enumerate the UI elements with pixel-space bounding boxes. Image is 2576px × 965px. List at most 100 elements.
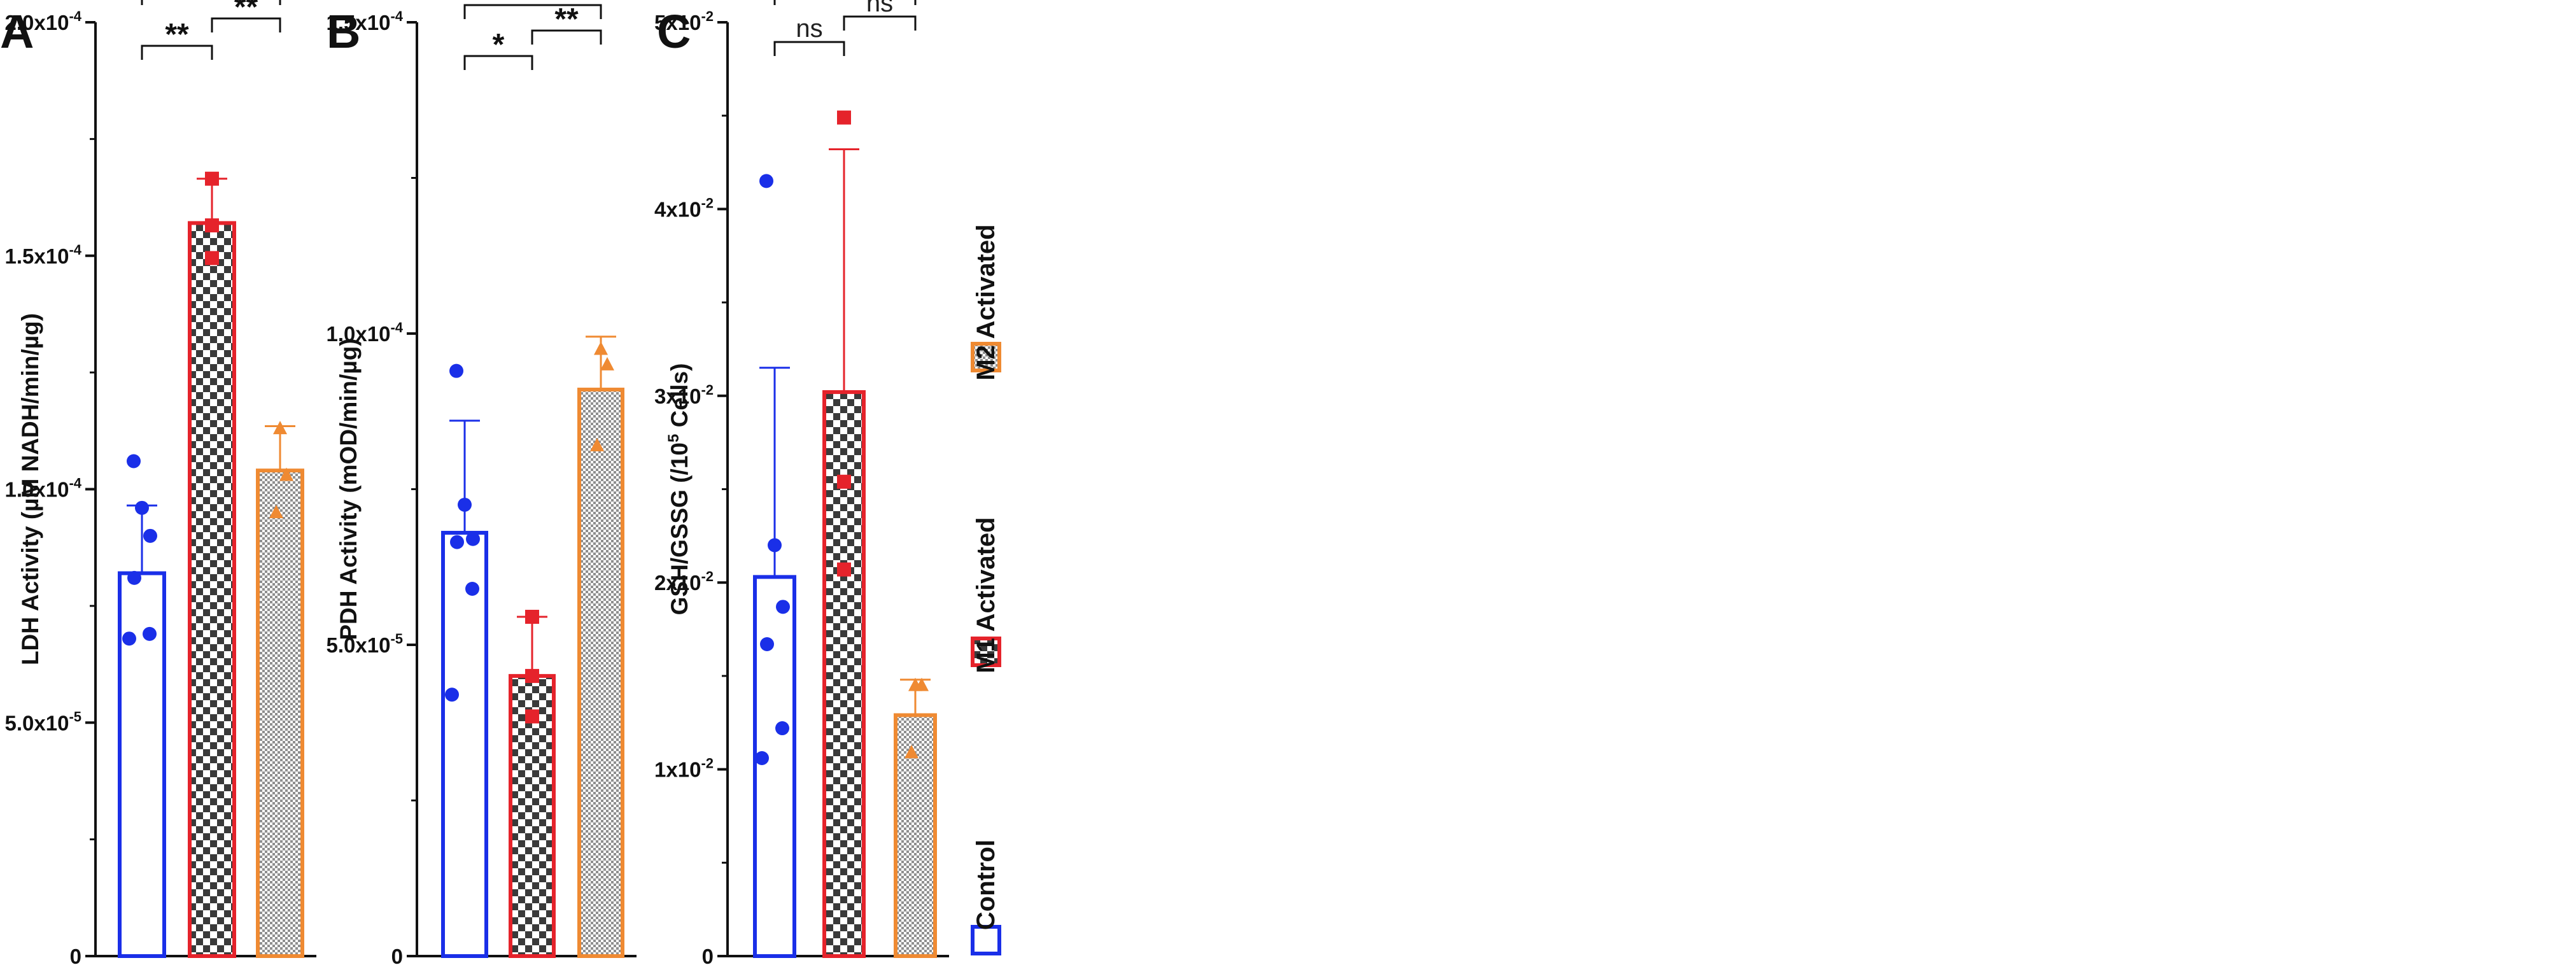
data-point-m2 xyxy=(594,341,608,355)
y-tick-label: 1.5x10-4 xyxy=(327,8,404,34)
y-tick-exponent: -4 xyxy=(69,242,81,258)
y-axis-label-suffix: Cells) xyxy=(666,363,693,434)
y-tick-exponent: -4 xyxy=(390,320,403,335)
legend-swatch-m2 xyxy=(971,342,1001,372)
y-tick-exponent: -2 xyxy=(701,382,714,398)
data-point-m1 xyxy=(837,110,851,125)
significance-bracket xyxy=(211,17,281,32)
panel-letter: C xyxy=(657,5,691,58)
significance-bracket xyxy=(141,45,213,60)
data-point-m2 xyxy=(273,421,287,435)
y-tick-base: 5x10 xyxy=(654,11,701,34)
data-point-m1 xyxy=(837,562,851,577)
y-tick-label: 0 xyxy=(702,945,714,965)
panel-a: A LDH Activity (µM NADH/min/µg) 0 5.0x10-5 1… xyxy=(0,0,316,965)
y-tick-label: 5.0x10-5 xyxy=(327,631,404,657)
significance-bracket xyxy=(531,29,602,45)
data-point-control xyxy=(760,637,774,652)
data-point-control xyxy=(122,631,136,646)
bar-m2 xyxy=(256,468,304,958)
data-point-m2 xyxy=(269,505,283,519)
panel-letter: B xyxy=(327,5,360,58)
bar-m2 xyxy=(577,388,624,958)
legend-label-control: Control xyxy=(972,840,1000,930)
y-tick-exponent: -5 xyxy=(69,708,81,724)
significance-label: * xyxy=(493,28,505,62)
significance-label: ** xyxy=(554,3,579,36)
y-tick-label: 4x10-2 xyxy=(654,195,714,221)
y-tick-label: 5.0x10-5 xyxy=(5,708,82,735)
bar-control xyxy=(441,530,488,958)
y-tick-label: 1.0x10-4 xyxy=(5,475,82,502)
panel-b: B PDH Activity (mOD/min/µg) 0 5.0x10-5 1.0x1… xyxy=(327,0,637,965)
y-tick-base: 3x10 xyxy=(654,384,701,408)
bar-m2 xyxy=(894,713,937,959)
data-point-control xyxy=(775,721,789,736)
y-axis-label: PDH Activity (mOD/min/µg) xyxy=(335,338,362,640)
y-tick-exponent: -2 xyxy=(701,568,714,584)
data-point-m1 xyxy=(205,171,219,186)
significance-bracket xyxy=(773,0,917,5)
y-tick-label: 3x10-2 xyxy=(654,382,714,408)
bar-m1 xyxy=(188,221,236,958)
data-point-m2 xyxy=(600,356,614,370)
y-tick-exponent: -2 xyxy=(701,195,714,211)
data-point-control xyxy=(755,750,769,765)
y-tick-base: 1x10 xyxy=(654,758,701,782)
significance-label: * xyxy=(527,0,539,11)
significance-bracket xyxy=(141,0,281,5)
y-tick-base: 1.5x10 xyxy=(5,244,69,268)
legend-label-m2: M2 Activated xyxy=(972,224,1000,380)
data-point-control xyxy=(445,687,459,702)
data-point-m2 xyxy=(915,677,929,691)
legend-swatch-control xyxy=(971,925,1001,955)
y-tick-label: 0 xyxy=(70,945,81,965)
y-tick-base: 5.0x10 xyxy=(5,711,69,735)
data-point-control xyxy=(466,532,480,546)
y-tick-exponent: -4 xyxy=(69,8,81,24)
data-point-control xyxy=(458,497,472,512)
data-point-control xyxy=(127,570,141,585)
bar-control xyxy=(118,571,166,958)
data-point-control xyxy=(127,454,141,468)
data-point-control xyxy=(450,535,464,549)
legend-swatch-m1 xyxy=(971,637,1001,667)
significance-bracket xyxy=(463,55,533,70)
bar-m1 xyxy=(822,390,866,958)
data-point-control xyxy=(143,626,157,641)
y-tick-base: 4x10 xyxy=(654,197,701,221)
data-point-control xyxy=(449,363,463,378)
data-point-m1 xyxy=(525,609,539,624)
data-point-control xyxy=(776,600,790,614)
y-tick-label: 2.0x10-4 xyxy=(5,8,82,34)
y-tick-exponent: -2 xyxy=(701,756,714,771)
y-tick-exponent: -4 xyxy=(69,475,81,491)
y-axis-label-prefix: GSH/GSSG (/10 xyxy=(666,442,693,615)
y-tick-base: 5.0x10 xyxy=(327,633,391,657)
y-tick-base: 1.0x10 xyxy=(5,478,69,502)
y-tick-label: 0 xyxy=(391,945,403,965)
data-point-m2 xyxy=(590,438,604,452)
significance-bracket xyxy=(773,41,845,56)
y-tick-label: 5x10-2 xyxy=(654,8,714,34)
data-point-control xyxy=(759,174,773,188)
y-tick-label: 1.5x10-4 xyxy=(5,242,82,268)
data-point-m2 xyxy=(279,467,293,481)
y-tick-base: 2x10 xyxy=(654,571,701,595)
data-point-m1 xyxy=(525,668,539,683)
y-tick-base: 1.5x10 xyxy=(327,11,391,34)
y-axis-label-exponent: 5 xyxy=(665,434,682,442)
data-point-control xyxy=(465,581,479,596)
data-point-control xyxy=(135,500,149,515)
y-tick-exponent: -4 xyxy=(390,8,403,24)
significance-label: ns xyxy=(866,0,893,17)
significance-label: ** xyxy=(165,18,189,52)
data-point-m1 xyxy=(205,251,219,265)
y-axis-label: LDH Activity (µM NADH/min/µg) xyxy=(17,313,43,665)
data-point-m1 xyxy=(205,218,219,233)
y-tick-label: 1.0x10-4 xyxy=(327,320,404,346)
y-tick-base: 0 xyxy=(70,945,81,965)
y-tick-base: 0 xyxy=(702,945,714,965)
significance-label: ** xyxy=(234,0,258,24)
